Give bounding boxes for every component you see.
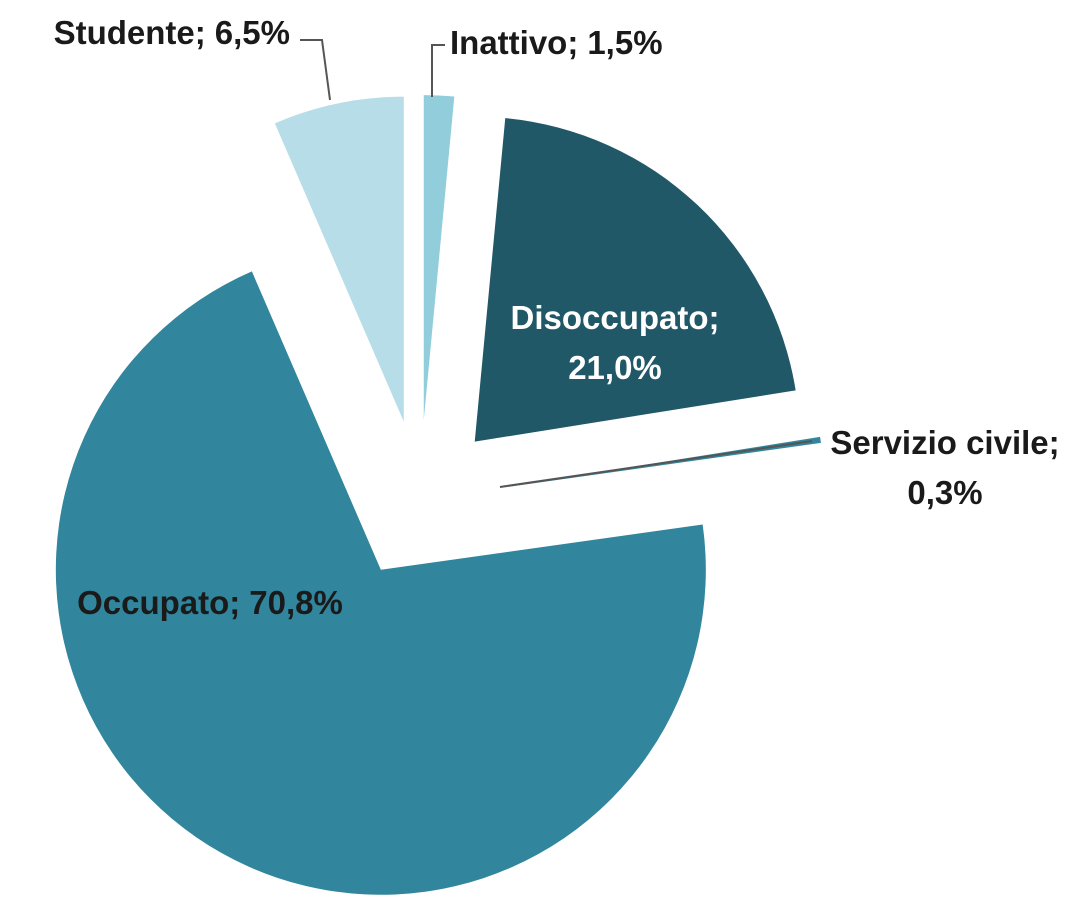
leader-line xyxy=(499,440,813,488)
label-value: 6,5% xyxy=(215,14,290,51)
label-category: Inattivo; xyxy=(450,24,578,61)
label-category: Servizio civile; xyxy=(830,424,1059,461)
label-category: Occupato; xyxy=(77,584,240,621)
label-category: Studente; xyxy=(54,14,206,51)
leader-line xyxy=(300,39,331,101)
pie-slice xyxy=(474,118,796,442)
label-value: 21,0% xyxy=(568,349,662,386)
label-category: Disoccupato; xyxy=(510,299,719,336)
data-label: Servizio civile; 0,3% xyxy=(830,424,1059,511)
data-label: Occupato; 70,8% xyxy=(77,584,343,621)
pie-slice xyxy=(55,271,706,895)
leader-line xyxy=(431,44,445,97)
label-value: 70,8% xyxy=(249,584,343,621)
pie-slice xyxy=(423,95,455,421)
data-label: Inattivo; 1,5% xyxy=(450,24,663,61)
label-value: 1,5% xyxy=(587,24,662,61)
data-label: Studente; 6,5% xyxy=(54,14,290,51)
pie-slice xyxy=(274,96,404,422)
label-value: 0,3% xyxy=(907,474,982,511)
data-label: Disoccupato; 21,0% xyxy=(510,299,719,386)
